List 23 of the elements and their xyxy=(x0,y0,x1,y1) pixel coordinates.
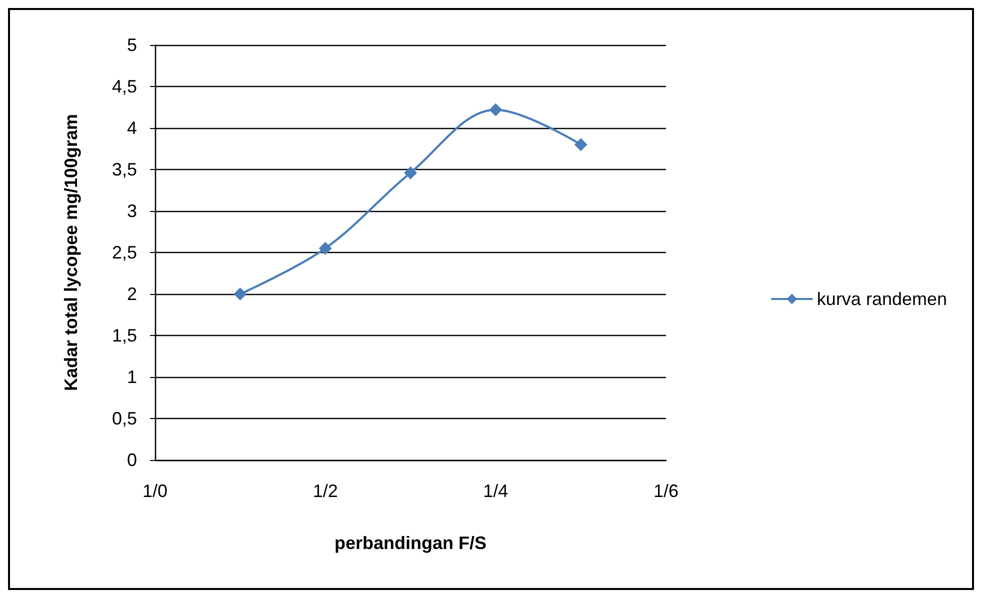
legend-label: kurva randemen xyxy=(816,289,948,309)
x-tick-label: 1/6 xyxy=(653,481,679,501)
x-tick-label: 1/4 xyxy=(483,481,508,501)
y-tick-label: 5 xyxy=(126,35,137,55)
point xyxy=(489,103,502,116)
point xyxy=(574,138,588,152)
point xyxy=(234,288,247,300)
y-tick-label: 1,5 xyxy=(112,326,137,346)
point xyxy=(404,166,417,180)
y-tick-label: 4,5 xyxy=(112,76,137,96)
y-tick-label: 4 xyxy=(126,118,137,138)
x-axis-title: perbandingan F/S xyxy=(334,533,487,553)
y-tick-label: 0 xyxy=(126,450,137,470)
x-tick-label: 1/0 xyxy=(142,481,168,501)
y-tick-label: 0,5 xyxy=(112,408,137,428)
y-tick-label: 2 xyxy=(126,284,137,304)
y-axis-title: Kadar total lycopee mg/100gram xyxy=(61,114,81,392)
y-tick-label: 1 xyxy=(126,367,137,387)
y-tick-label: 3 xyxy=(126,201,137,221)
y-tick-label: 3,5 xyxy=(112,160,137,180)
x-tick-label: 1/2 xyxy=(312,481,338,501)
point xyxy=(318,242,332,255)
y-tick-label: 2,5 xyxy=(112,242,137,262)
